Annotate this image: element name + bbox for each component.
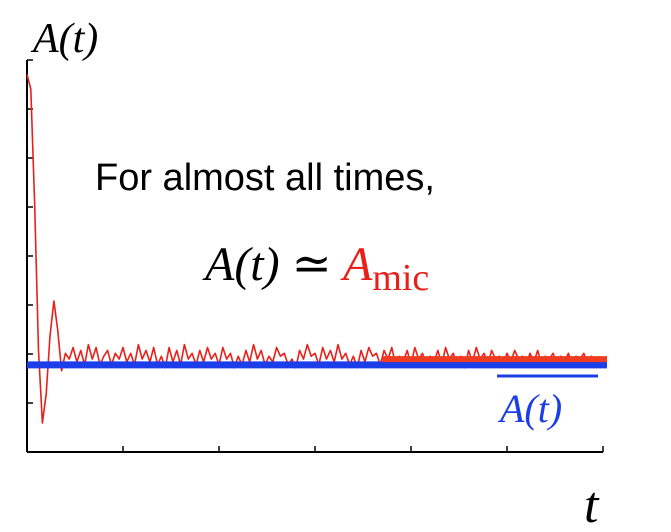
y-axis-label: A(t) — [30, 16, 98, 62]
x-axis-label: t — [584, 477, 600, 532]
reference-lines — [27, 356, 607, 369]
annotation-lhs: A(t) ≃ — [202, 238, 343, 291]
series-line-0 — [26, 74, 604, 424]
tick-marks — [27, 59, 604, 452]
annotation-line2: A(t) ≃ Amic — [202, 238, 429, 299]
annotation-amic-main: A — [340, 238, 373, 291]
annotation-amic-sub: mic — [372, 257, 429, 299]
time-average-label: A(t) — [497, 374, 598, 431]
time-average-label-text: A(t) — [497, 386, 562, 431]
series-layer — [26, 74, 604, 424]
annotation-line1: For almost all times, — [95, 157, 435, 199]
